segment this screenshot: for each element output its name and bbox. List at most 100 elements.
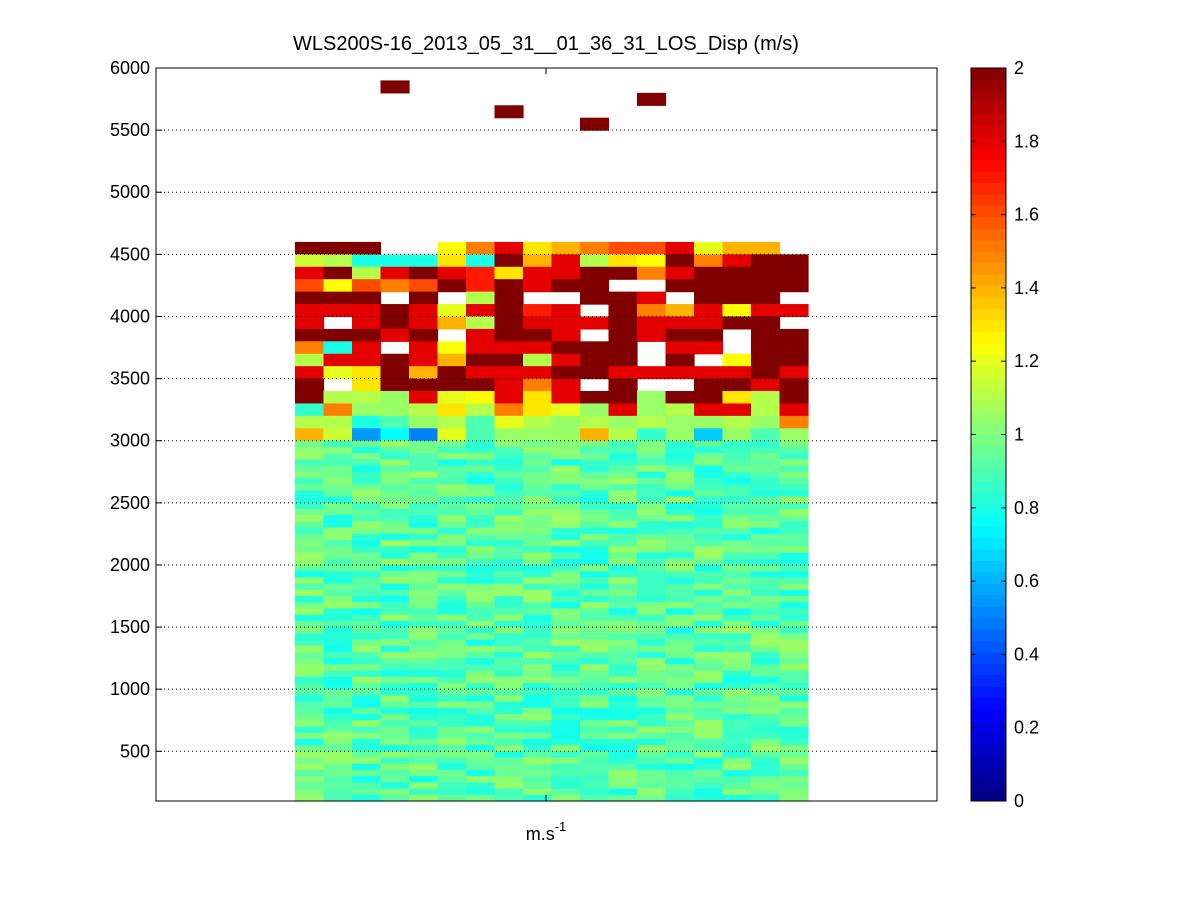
- heatmap-cell: [523, 241, 553, 255]
- heatmap-cell: [580, 521, 610, 529]
- heatmap-cell: [494, 316, 524, 330]
- heatmap-cell: [466, 540, 496, 547]
- heatmap-cell: [352, 707, 382, 715]
- heatmap-cell: [722, 714, 752, 721]
- heatmap-cell: [323, 571, 353, 578]
- heatmap-cell: [722, 689, 752, 696]
- heatmap-cell: [580, 689, 610, 696]
- heatmap-cell: [323, 639, 353, 647]
- heatmap-cell: [380, 763, 410, 771]
- heatmap-cell: [580, 266, 610, 280]
- heatmap-cell: [694, 596, 724, 603]
- heatmap-cell: [494, 465, 524, 473]
- heatmap-cell: [352, 304, 382, 318]
- heatmap-cell: [779, 254, 809, 268]
- colorbar-swatch: [971, 400, 1006, 413]
- heatmap-cell: [637, 751, 667, 759]
- heatmap-cell: [466, 714, 496, 721]
- heatmap-cell: [409, 533, 439, 541]
- heatmap-cell: [694, 776, 724, 783]
- heatmap-cell: [751, 763, 781, 771]
- heatmap-cell: [437, 589, 467, 597]
- heatmap-cell: [751, 651, 781, 659]
- heatmap-cell: [409, 751, 439, 759]
- heatmap-cell: [437, 540, 467, 547]
- heatmap-cell: [665, 465, 695, 473]
- heatmap-cell: [494, 341, 524, 355]
- heatmap-cell: [409, 328, 439, 342]
- y-tick-label: 6000: [110, 58, 150, 78]
- heatmap-cell: [523, 403, 553, 417]
- heatmap-cell: [323, 415, 353, 429]
- heatmap-cell: [295, 745, 325, 752]
- heatmap-cell: [694, 608, 724, 616]
- heatmap-cell: [779, 763, 809, 771]
- heatmap-cell: [437, 453, 467, 460]
- heatmap-cell: [523, 490, 553, 498]
- heatmap-cell: [551, 564, 581, 572]
- heatmap-cell: [580, 645, 610, 653]
- heatmap-cell: [637, 695, 667, 703]
- heatmap-cell: [580, 558, 610, 566]
- heatmap-cell: [494, 546, 524, 554]
- heatmap-cell: [494, 477, 524, 485]
- heatmap-cell: [409, 490, 439, 498]
- heatmap-cell: [694, 639, 724, 647]
- heatmap-cell: [779, 465, 809, 473]
- heatmap-cell: [323, 266, 353, 280]
- heatmap-cell: [751, 589, 781, 597]
- heatmap-cell: [466, 440, 496, 448]
- heatmap-cell: [409, 689, 439, 696]
- y-tick-label: 2000: [110, 555, 150, 575]
- heatmap-cell: [608, 540, 638, 547]
- heatmap-cell: [779, 596, 809, 603]
- heatmap-cell: [352, 583, 382, 591]
- heatmap-cell: [637, 682, 667, 690]
- heatmap-cell: [437, 316, 467, 330]
- heatmap-cell: [751, 304, 781, 318]
- heatmap-cell: [751, 496, 781, 504]
- heatmap-cell: [580, 627, 610, 634]
- heatmap-cell: [551, 707, 581, 715]
- heatmap-cell: [637, 440, 667, 448]
- heatmap-cell: [409, 577, 439, 585]
- heatmap-cell: [779, 620, 809, 628]
- heatmap-cell: [722, 794, 752, 802]
- heatmap-cell: [295, 502, 325, 510]
- heatmap-cell: [523, 502, 553, 510]
- heatmap-cell: [380, 403, 410, 417]
- heatmap-cell: [779, 527, 809, 535]
- colorbar-swatch: [971, 159, 1006, 172]
- heatmap-cell: [323, 459, 353, 467]
- heatmap-cell: [323, 540, 353, 547]
- heatmap-cell: [608, 707, 638, 715]
- colorbar-swatch: [971, 205, 1006, 218]
- heatmap-cell: [608, 720, 638, 728]
- heatmap-cell: [437, 714, 467, 721]
- heatmap-cell: [437, 558, 467, 566]
- heatmap-cell: [494, 794, 524, 802]
- heatmap-cell: [352, 266, 382, 280]
- colorbar-swatch: [971, 720, 1006, 733]
- heatmap-cell: [580, 583, 610, 591]
- heatmap-cell: [608, 403, 638, 417]
- heatmap-cell: [466, 558, 496, 566]
- heatmap-cell: [751, 776, 781, 783]
- heatmap-cell: [523, 496, 553, 504]
- heatmap-cell: [437, 745, 467, 752]
- heatmap-cell: [694, 726, 724, 734]
- heatmap-cell: [722, 378, 752, 392]
- heatmap-cell: [466, 391, 496, 405]
- heatmap-cell: [751, 614, 781, 622]
- heatmap-cell: [323, 490, 353, 498]
- heatmap-cell: [494, 614, 524, 622]
- heatmap-cell: [580, 291, 610, 305]
- heatmap-cell: [637, 602, 667, 610]
- heatmap-cell: [494, 738, 524, 746]
- heatmap-cell: [751, 695, 781, 703]
- heatmap-cell: [295, 440, 325, 448]
- heatmap-cell: [352, 440, 382, 448]
- heatmap-cell: [580, 527, 610, 535]
- heatmap-cell: [608, 769, 638, 777]
- heatmap-cell: [380, 415, 410, 429]
